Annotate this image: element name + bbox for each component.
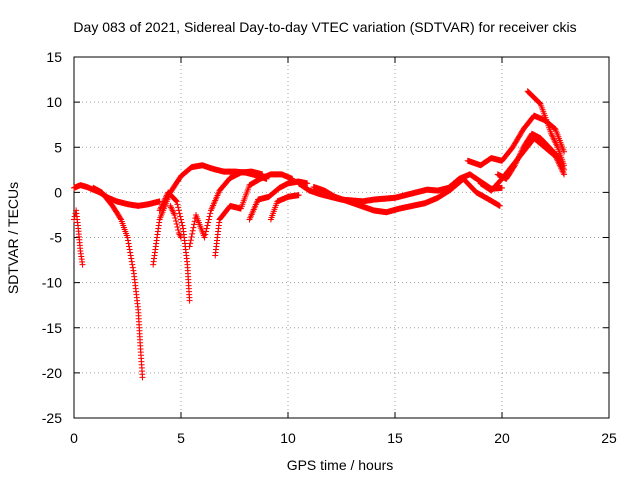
data-point [205, 219, 212, 226]
data-point [186, 243, 193, 250]
data-point [206, 213, 213, 220]
data-point [561, 166, 568, 173]
data-point [173, 217, 180, 224]
data-point [174, 223, 181, 230]
data-point [129, 261, 136, 268]
data-point [295, 192, 302, 199]
series-arc-15 [524, 88, 568, 169]
series-arc-7 [186, 168, 266, 250]
y-tick-label: 5 [54, 139, 62, 155]
data-point [499, 184, 505, 191]
y-tick-label: -25 [42, 410, 62, 426]
data-point [496, 202, 503, 209]
data-point [179, 222, 186, 229]
data-point [139, 374, 146, 381]
data-point [173, 198, 180, 205]
data-point [173, 220, 180, 227]
data-point [189, 230, 196, 237]
data-point [177, 232, 184, 239]
data-point [130, 267, 137, 274]
data-point [177, 213, 184, 220]
data-point [127, 249, 134, 256]
series-arc-1 [71, 207, 86, 268]
y-tick-label: 15 [46, 49, 62, 65]
data-point [189, 227, 196, 234]
series-arc-16 [494, 130, 568, 182]
data-points [71, 88, 568, 381]
data-point [561, 148, 568, 155]
data-point [191, 218, 198, 225]
series-arc-10 [267, 192, 302, 223]
data-point [128, 255, 135, 262]
data-point [207, 210, 214, 217]
series-arc-4 [150, 162, 270, 268]
data-point [171, 211, 178, 218]
data-point [175, 204, 182, 211]
series-arc-3 [90, 184, 146, 381]
series-arc-12 [310, 175, 503, 216]
data-point [190, 224, 197, 231]
x-tick-label: 20 [494, 430, 510, 446]
series-arc-6 [156, 189, 193, 304]
data-point [175, 226, 182, 233]
y-tick-label: 10 [46, 94, 62, 110]
x-tick-label: 15 [387, 430, 403, 446]
y-axis-label: SDTVAR / TECUs [5, 182, 21, 294]
x-tick-label: 0 [70, 430, 78, 446]
data-point [202, 228, 209, 235]
x-tick-label: 10 [280, 430, 296, 446]
data-point [536, 99, 543, 106]
data-point [175, 207, 182, 214]
data-point [126, 243, 133, 250]
data-point [128, 258, 135, 265]
data-point [188, 234, 195, 241]
data-point [205, 216, 212, 223]
axis-ticks: 0 5 10 15 20 25 -25 -20 -15 -10 -5 0 5 10 15 [42, 49, 617, 446]
data-point [125, 240, 132, 247]
data-point [202, 231, 209, 238]
data-point [187, 237, 194, 244]
data-point [178, 216, 184, 223]
data-point [127, 252, 134, 259]
data-point [511, 163, 518, 170]
series-arc-2 [71, 182, 163, 209]
chart-title: Day 083 of 2021, Sidereal Day-to-day VTE… [73, 19, 576, 35]
y-tick-label: -20 [42, 365, 62, 381]
data-point [129, 264, 136, 271]
data-point [172, 214, 179, 221]
series-arc-8 [212, 171, 296, 259]
data-point [174, 201, 181, 208]
y-tick-label: -15 [42, 320, 62, 336]
data-point [203, 225, 210, 232]
data-point [536, 100, 543, 107]
data-point [304, 180, 311, 187]
x-tick-label: 5 [177, 430, 185, 446]
data-point [124, 234, 131, 241]
data-point [204, 222, 211, 229]
data-point [79, 261, 86, 268]
data-point [126, 246, 133, 253]
y-tick-label: 0 [54, 184, 62, 200]
x-axis-label: GPS time / hours [287, 457, 394, 473]
x-tick-label: 25 [601, 430, 617, 446]
y-tick-label: -5 [50, 230, 63, 246]
data-point [176, 210, 183, 217]
data-point [117, 215, 124, 222]
data-point [187, 240, 194, 247]
data-point [125, 237, 132, 244]
data-point [201, 234, 208, 241]
data-point [186, 297, 193, 304]
y-tick-label: -10 [42, 275, 62, 291]
data-point [178, 219, 185, 226]
data-point [191, 221, 198, 228]
data-point [173, 197, 180, 204]
